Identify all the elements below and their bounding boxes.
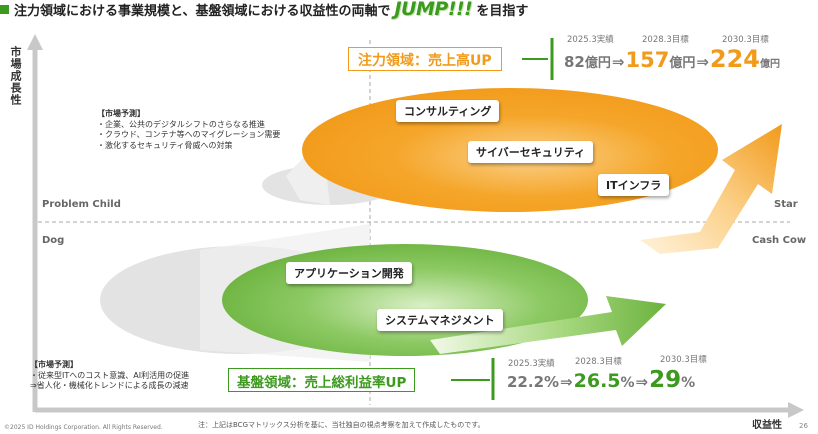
base-value-2028: 26.5	[573, 370, 621, 392]
base-growth-arrow	[430, 296, 666, 354]
focus-forecast-item: ・激化するセキュリティ脅威への対策	[97, 140, 233, 150]
focus-growth-arrow	[640, 124, 782, 254]
focus-forecast-title: 【市場予測】	[97, 109, 145, 118]
focus-value-2030: 224	[709, 45, 761, 73]
base-label-2028: 2028.3目標	[575, 357, 622, 367]
focus-value-2028: 157	[625, 48, 670, 72]
focus-market-forecast: 【市場予測】 ・企業、公共のデジタルシフトのさらなる推進 ・クラウド、コンテナ等…	[97, 109, 280, 151]
focus-unit-2030: 億円	[760, 59, 781, 70]
title-prefix: 注力領域における事業規模と、基盤領域における収益性の両軸で	[14, 3, 391, 19]
focus-arrow-1: ⇒	[611, 53, 625, 71]
copyright: ©2025 ID Holdings Corporation. All Right…	[4, 424, 163, 431]
focus-metrics-values: 82 億円 ⇒ 157 億円 ⇒ 224 億円	[564, 45, 780, 73]
quadrant-dog: Dog	[42, 235, 65, 246]
business-system-management: システムマネジメント	[377, 309, 503, 331]
base-forecast-item: ・従来型ITへのコスト意識、AI利活用の促進	[30, 370, 190, 380]
base-arrow-2: ⇒	[635, 373, 649, 391]
business-consulting: コンサルティング	[396, 100, 500, 122]
business-it-infra: ITインフラ	[598, 174, 670, 196]
business-cyber-security: サイバーセキュリティ	[468, 141, 594, 163]
focus-label-2030: 2030.3目標	[722, 35, 769, 45]
focus-unit-2028: 億円	[669, 56, 696, 71]
focus-unit-2025: 億円	[584, 56, 611, 71]
footnote: 注：上記はBCGマトリックス分析を基に、当社独自の視点考察を加えて作成したもので…	[198, 421, 485, 429]
y-axis-label: 市場成長性	[9, 46, 22, 106]
base-forecast-item: ⇒省人化・機械化トレンドによる成長の減速	[30, 381, 189, 390]
focus-arrow-2: ⇒	[696, 53, 709, 71]
base-label-2025: 2025.3実績	[508, 359, 555, 369]
focus-label-2025: 2025.3実績	[567, 35, 614, 45]
base-value-2025: 22.2%	[507, 373, 560, 391]
title-suffix: を目指す	[476, 3, 529, 19]
page-title: 注力領域における事業規模と、基盤領域における収益性の両軸で JUMP!!! を目…	[0, 0, 818, 20]
base-unit-2028: %	[620, 375, 635, 391]
base-forecast-title: 【市場予測】	[30, 360, 78, 369]
base-market-forecast: 【市場予測】 ・従来型ITへのコスト意識、AI利活用の促進 ⇒省人化・機械化トレ…	[30, 360, 189, 392]
quadrant-problem-child: Problem Child	[42, 199, 121, 210]
base-arrow-1: ⇒	[560, 373, 573, 391]
title-jump: JUMP!!!	[394, 0, 473, 20]
page-number: 26	[799, 422, 808, 430]
focus-area-tag: 注力領域：売上高UP	[348, 47, 502, 71]
title-square-icon	[0, 4, 9, 14]
y-axis	[27, 34, 43, 412]
base-metrics-values: 22.2% ⇒ 26.5 % ⇒ 29 %	[507, 367, 695, 393]
base-unit-2030: %	[681, 375, 696, 391]
base-area-tag: 基盤領域：売上総利益率UP	[228, 368, 416, 392]
x-axis-label: 収益性	[752, 420, 782, 431]
x-axis	[35, 402, 804, 418]
focus-label-2028: 2028.3目標	[642, 35, 689, 45]
quadrant-star: Star	[774, 199, 798, 210]
base-value-2030: 29	[649, 367, 682, 393]
quadrant-cash-cow: Cash Cow	[752, 235, 807, 246]
business-application-development: アプリケーション開発	[286, 262, 412, 284]
focus-forecast-item: ・クラウド、コンテナ等へのマイグレーション需要	[97, 130, 281, 139]
focus-forecast-item: ・企業、公共のデジタルシフトのさらなる推進	[97, 119, 265, 129]
base-label-2030: 2030.3目標	[660, 355, 707, 365]
focus-value-2025: 82	[564, 53, 585, 71]
